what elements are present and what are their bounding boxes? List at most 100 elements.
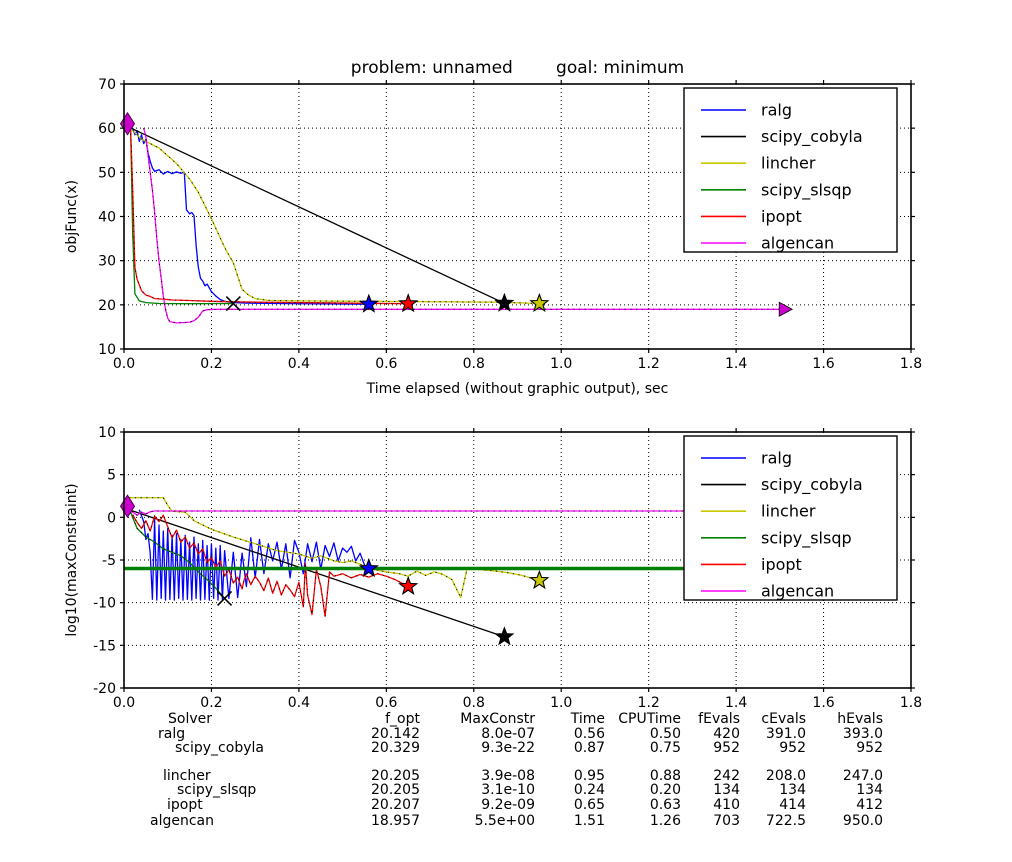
x-tick-label: 0.6 — [375, 356, 397, 372]
table-cell: 134 — [856, 782, 883, 798]
legend-label-scipy_slsqp: scipy_slsqp — [761, 528, 852, 548]
legend-label-scipy_cobyla: scipy_cobyla — [761, 127, 863, 147]
table-cell: 0.87 — [573, 740, 605, 756]
end-marker-star-scipy_cobyla — [494, 626, 515, 646]
x-tick-label: 1.2 — [638, 356, 660, 372]
table-cell: 134 — [779, 782, 806, 798]
table-cell: 20.205 — [371, 768, 420, 784]
table-cell: ralg — [158, 726, 186, 742]
x-tick-label: 1.6 — [812, 356, 834, 372]
legend-label-algencan: algencan — [761, 582, 834, 601]
y-tick-label: -15 — [93, 638, 116, 654]
x-tick-label: 0.0 — [113, 356, 135, 372]
series-line-algencan — [128, 505, 785, 516]
table-cell: 0.56 — [573, 726, 605, 742]
table-cell: 1.51 — [573, 813, 605, 829]
legend-label-lincher: lincher — [761, 502, 816, 521]
x-tick-label: 1.8 — [900, 356, 922, 372]
end-marker-triangle-algencan — [778, 301, 794, 317]
table-cell: lincher — [163, 768, 211, 784]
table-cell: 5.5e+00 — [474, 813, 535, 829]
plot-title: problem: unnamed goal: minimum — [350, 58, 685, 78]
series-line-algencan — [143, 128, 785, 324]
x-tick-label: 0.2 — [200, 356, 222, 372]
legend-label-lincher: lincher — [761, 154, 816, 173]
x-tick-label: 1.6 — [812, 695, 834, 711]
table-cell: 412 — [856, 797, 883, 813]
table-cell: Solver — [168, 711, 212, 727]
table-cell: 0.20 — [649, 782, 681, 798]
y-tick-label: 40 — [98, 210, 116, 226]
y-tick-label: 0 — [107, 510, 116, 526]
table-cell: 20.329 — [371, 740, 420, 756]
table-cell: 208.0 — [765, 768, 806, 784]
table-cell: 0.75 — [649, 740, 681, 756]
series-line-scipy_slsqp — [129, 128, 234, 305]
table-cell: cEvals — [761, 711, 806, 727]
table-cell: 952 — [856, 740, 883, 756]
table-cell: 3.1e-10 — [481, 782, 535, 798]
table-cell: 950.0 — [842, 813, 883, 829]
y-tick-label: 20 — [98, 298, 116, 314]
table-cell: ipopt — [167, 797, 203, 813]
legend-box — [683, 87, 898, 253]
table-cell: 0.63 — [649, 797, 681, 813]
end-marker-star-scipy_cobyla — [494, 292, 515, 312]
table-cell: 393.0 — [842, 726, 883, 742]
y-axis-label: log10(maxConstraint) — [64, 483, 80, 636]
table-cell: 9.2e-09 — [481, 797, 535, 813]
x-tick-label: 0.0 — [113, 695, 135, 711]
end-marker-x-scipy_slsqp — [216, 590, 233, 606]
x-tick-label: 0.2 — [200, 695, 222, 711]
x-tick-label: 1.4 — [725, 356, 747, 372]
table-cell: f_opt — [385, 711, 420, 727]
x-tick-label: 0.8 — [463, 356, 485, 372]
table-cell: 20.207 — [371, 797, 420, 813]
y-tick-label: 30 — [98, 254, 116, 270]
table-cell: 20.142 — [371, 726, 420, 742]
table-cell: CPUTime — [618, 711, 681, 727]
x-tick-label: 0.8 — [463, 695, 485, 711]
table-cell: 414 — [779, 797, 806, 813]
x-axis-label: Time elapsed (without graphic output), s… — [366, 381, 669, 397]
y-tick-label: 60 — [98, 121, 116, 137]
legend-label-ralg: ralg — [761, 101, 792, 120]
end-marker-star-ipopt — [398, 575, 419, 595]
y-tick-label: -5 — [102, 553, 116, 569]
table-cell: 134 — [713, 782, 740, 798]
series-dots-lincher — [129, 497, 540, 600]
y-tick-label: 5 — [107, 468, 116, 484]
x-tick-label: 1.0 — [550, 695, 572, 711]
x-tick-label: 1.2 — [638, 695, 660, 711]
y-tick-label: 10 — [98, 425, 116, 441]
table-cell: hEvals — [837, 711, 883, 727]
legend-label-scipy_cobyla: scipy_cobyla — [761, 475, 863, 495]
x-tick-label: 1.0 — [550, 356, 572, 372]
y-tick-label: 70 — [98, 77, 116, 93]
x-tick-label: 0.4 — [288, 695, 310, 711]
table-cell: scipy_slsqp — [177, 782, 257, 798]
legend-label-ipopt: ipopt — [761, 555, 802, 574]
y-axis-label: objFunc(x) — [64, 180, 80, 253]
table-cell: 722.5 — [765, 813, 806, 829]
legend-label-ipopt: ipopt — [761, 207, 802, 226]
table-cell: Time — [570, 711, 605, 727]
series-line-ralg — [138, 509, 370, 601]
end-marker-star-ralg — [358, 293, 379, 313]
table-cell: 20.205 — [371, 782, 420, 798]
table-cell: 952 — [779, 740, 806, 756]
table-cell: 247.0 — [842, 768, 883, 784]
table-cell: 952 — [713, 740, 740, 756]
table-cell: 1.26 — [649, 813, 681, 829]
table-cell: 18.957 — [371, 813, 420, 829]
table-cell: 0.65 — [573, 797, 605, 813]
table-cell: 410 — [713, 797, 740, 813]
x-tick-label: 0.6 — [375, 695, 397, 711]
end-marker-x-scipy_slsqp — [225, 295, 241, 312]
table-cell: scipy_cobyla — [175, 740, 264, 756]
chart-0: 0.0 0.2 0.4 0.6 0.8 1.0 1.2 1.4 1.6 1.8 10 20 30 40 50… — [64, 77, 922, 397]
series-line-lincher — [132, 129, 540, 305]
